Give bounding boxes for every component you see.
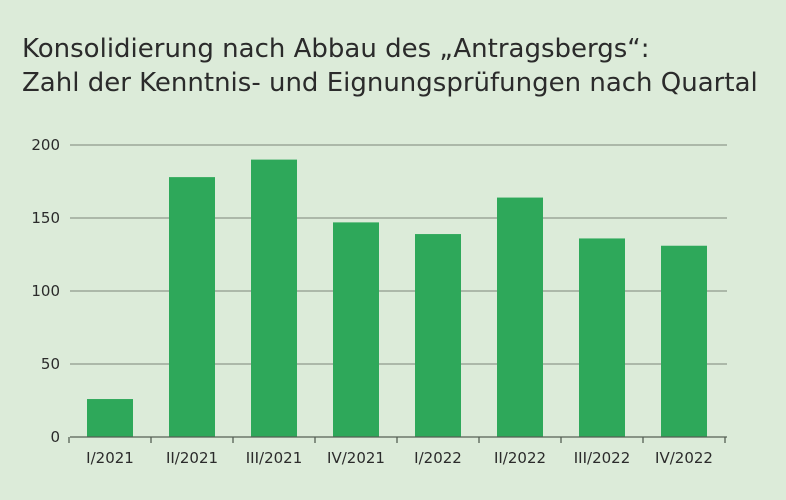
bar-II-2022 <box>497 197 543 437</box>
bar-I-2021 <box>87 399 133 437</box>
x-tick-label-IV-2022: IV/2022 <box>655 449 713 467</box>
gridlines <box>70 144 727 365</box>
chart-subtitle: Zahl der Kenntnis- und Eignungsprüfungen… <box>22 68 758 98</box>
x-axis-tick-labels: I/2021 II/2021 III/2021 IV/2021 I/2022 II/202… <box>86 449 713 467</box>
chart-title: Konsolidierung nach Abbau des „Antragsbe… <box>22 34 650 64</box>
y-tick-label-150: 150 <box>31 209 60 227</box>
bar-III-2021 <box>251 159 297 437</box>
x-tick-label-III-2021: III/2021 <box>246 449 303 467</box>
y-axis-tick-labels: 0 50 100 150 200 <box>31 136 60 446</box>
bar-IV-2022 <box>661 245 707 437</box>
x-tick-label-II-2021: II/2021 <box>166 449 218 467</box>
y-tick-label-0: 0 <box>50 428 60 446</box>
bar-IV-2021 <box>333 222 379 437</box>
x-tick-label-I-2021: I/2021 <box>86 449 134 467</box>
x-axis <box>68 436 727 443</box>
y-tick-label-100: 100 <box>31 282 60 300</box>
x-tick-label-IV-2021: IV/2021 <box>327 449 385 467</box>
y-tick-label-50: 50 <box>41 355 60 373</box>
x-tick-label-III-2022: III/2022 <box>574 449 631 467</box>
y-tick-label-200: 200 <box>31 136 60 154</box>
x-tick-label-I-2022: I/2022 <box>414 449 462 467</box>
bars <box>87 159 707 437</box>
bar-II-2021 <box>169 177 215 437</box>
bar-I-2022 <box>415 234 461 437</box>
x-tick-label-II-2022: II/2022 <box>494 449 546 467</box>
chart-title-block: Konsolidierung nach Abbau des „Antragsbe… <box>22 32 758 100</box>
bar-III-2022 <box>579 238 625 437</box>
